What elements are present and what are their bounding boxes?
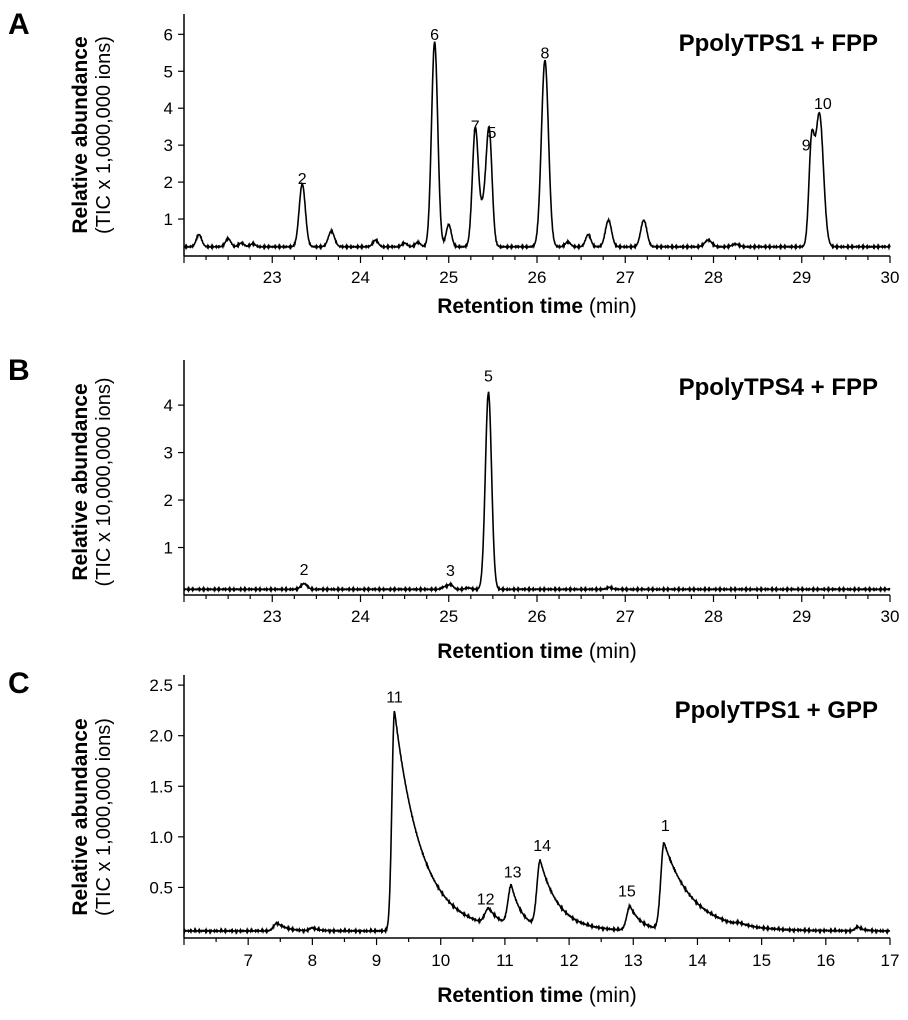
panel-a-y-tick-label: 4 [164,99,173,118]
panel-a-peak-label-8: 8 [540,45,549,62]
panel-b-x-tick-label: 27 [616,607,635,626]
panel-c-ylabel-sub: (TIC x 1,000,000 ions) [93,718,115,916]
panel-c-x-tick-label: 17 [881,951,900,970]
panel-c-x-tick-label: 16 [816,951,835,970]
panel-c: C Relative abundance (TIC x 1,000,000 io… [8,667,899,1007]
panel-a-x-tick-label: 28 [704,268,723,287]
panel-a-ylabel-sub: (TIC x 1,000,000 ions) [93,36,115,234]
panel-a-y-tick-label: 1 [164,210,173,229]
panel-b-trace [183,391,891,594]
panel-c-y-tick-label: 1.0 [149,828,173,847]
panel-b-x-tick-label: 25 [439,607,458,626]
panel-c-xlabel-unit: (min) [589,984,637,1007]
panel-a-y-tick-label: 2 [164,173,173,192]
panel-c-x-tick-label: 8 [308,951,317,970]
panel-c-x-tick-label: 14 [688,951,707,970]
panel-c-peak-labels: 11 12 13 14 15 1 [386,689,670,908]
panel-c-peak-label-14: 14 [533,838,551,855]
panel-a-xlabel-unit: (min) [589,295,637,318]
panel-a-y-tick-label: 3 [164,136,173,155]
panel-b-xlabel-unit: (min) [589,640,637,663]
panel-c-trace [183,710,891,936]
panel-c-x-tick-label: 13 [624,951,643,970]
panel-c-x-tick-label: 11 [496,951,514,970]
panel-b-y-tick-label: 3 [164,444,173,463]
panel-c-ticks: 7 8 9 10 11 12 13 14 15 16 17 0.5 1.0 1.5 2.0 2.5 [149,676,899,970]
panel-a-x-tick-label: 26 [528,268,547,287]
panel-c-x-tick-label: 15 [752,951,771,970]
panel-a-peak-labels: 2 6 7 5 8 9 10 [298,27,832,188]
panel-a-y-tick-label: 6 [164,25,173,44]
panel-b-x-tick-label: 29 [792,607,811,626]
panel-a-peak-label-10: 10 [814,96,832,113]
panel-c-title: PpolyTPS1 + GPP [675,697,878,724]
panel-a-trace [183,41,891,251]
panel-c-x-tick-label: 9 [372,951,381,970]
panel-b-peak-label-5: 5 [484,368,493,385]
panel-b-x-tick-label: 26 [528,607,547,626]
panel-a-x-tick-label: 25 [439,268,458,287]
panel-a-x-tick-label: 24 [351,268,370,287]
panel-a-peak-label-2: 2 [298,171,307,188]
panel-b-peak-labels: 2 3 5 [300,368,493,580]
panel-a-peak-label-9: 9 [802,138,811,155]
panel-a: A Relative abundance (TIC x 1,000,000 io… [8,8,899,318]
panel-a-ylabel: Relative abundance [69,36,92,233]
panel-a-x-tick-label: 23 [263,268,282,287]
panel-c-xlabel: Retention time (min) [437,984,637,1007]
panel-b-x-tick-label: 23 [263,607,282,626]
panel-b-x-tick-label: 28 [704,607,723,626]
panel-c-y-tick-label: 2.0 [149,727,173,746]
panel-b-xlabel: Retention time (min) [437,640,637,663]
panel-c-letter: C [8,667,30,700]
panel-c-peak-label-13: 13 [504,864,522,881]
panel-b-peak-label-2: 2 [300,562,309,579]
panel-a-x-tick-label: 30 [881,268,900,287]
panel-a-peak-label-5: 5 [488,125,497,142]
panel-c-y-tick-label: 1.5 [149,777,173,796]
panel-a-y-tick-label: 5 [164,62,173,81]
panel-b-y-tick-label: 1 [164,539,173,558]
panel-b-ylabel: Relative abundance [69,383,92,580]
panel-b-x-tick-label: 24 [351,607,370,626]
panel-a-letter: A [8,8,30,41]
panel-b-title: PpolyTPS4 + FPP [679,374,878,401]
panel-a-peak-label-6: 6 [430,27,439,44]
panel-b-ylabel-sub: (TIC x 10,000,000 ions) [93,378,115,587]
panel-c-x-tick-label: 7 [243,951,252,970]
panel-c-peak-label-11: 11 [386,689,403,706]
panel-b-y-tick-label: 4 [164,396,173,415]
panel-b-peak-label-3: 3 [446,563,455,580]
panel-c-y-tick-label: 2.5 [149,676,173,695]
panel-a-title: PpolyTPS1 + FPP [679,30,878,57]
panel-c-x-tick-label: 10 [431,951,450,970]
panel-b-x-tick-label: 30 [881,607,900,626]
panel-b-y-tick-label: 2 [164,491,173,510]
panel-b-letter: B [8,354,30,387]
panel-c-y-tick-label: 0.5 [149,878,173,897]
panel-a-x-tick-label: 29 [792,268,811,287]
panel-c-peak-label-12: 12 [477,892,495,909]
panel-a-xlabel: Retention time (min) [437,295,637,318]
panel-c-ylabel: Relative abundance [69,718,92,915]
panel-a-x-tick-label: 27 [616,268,635,287]
panel-c-peak-label-15: 15 [618,884,636,901]
panel-a-peak-label-7: 7 [471,118,480,135]
panel-c-x-tick-label: 12 [560,951,579,970]
panel-c-peak-label-1: 1 [661,818,670,835]
panel-b: B Relative abundance (TIC x 10,000,000 i… [8,354,899,663]
